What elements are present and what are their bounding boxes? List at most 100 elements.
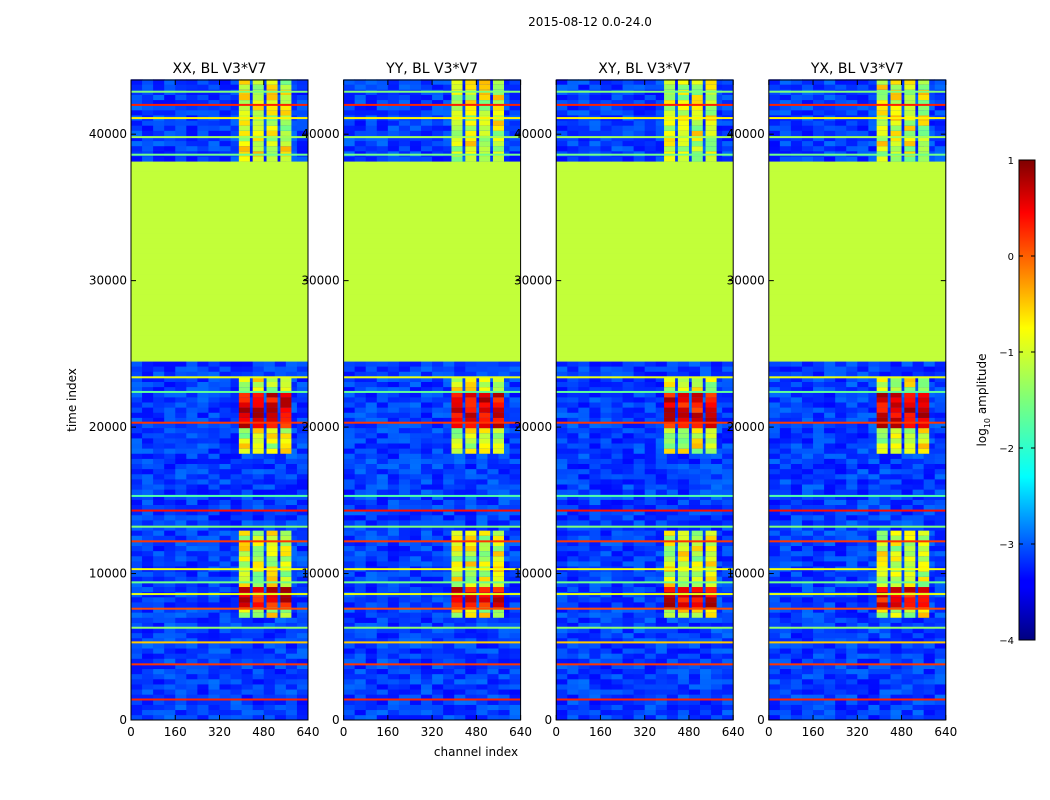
heatmap-cell — [688, 668, 701, 675]
heatmap-cell — [263, 494, 276, 500]
heatmap-cell — [611, 417, 623, 424]
heatmap-cell — [164, 79, 176, 85]
heatmap-cell — [432, 637, 444, 644]
heatmap-cell — [387, 699, 400, 705]
heatmap-cell — [611, 427, 623, 434]
heatmap-cell — [142, 94, 154, 101]
heatmap-cell — [655, 458, 668, 465]
heatmap-cell — [567, 140, 579, 147]
rfi-cell — [479, 376, 491, 382]
heatmap-cell — [567, 397, 579, 403]
rfi-cell — [238, 391, 250, 398]
heatmap-cell — [443, 120, 455, 126]
heatmap-cell — [655, 407, 668, 413]
heatmap-cell — [655, 678, 668, 685]
heatmap-cell — [153, 391, 165, 398]
heatmap-cell — [142, 555, 154, 562]
heatmap-cell — [186, 668, 198, 675]
heatmap-cell — [578, 140, 590, 147]
heatmap-cell — [465, 371, 477, 377]
x-tick-label: 160 — [376, 725, 399, 739]
rfi-cell — [691, 540, 703, 547]
heatmap-cell — [432, 653, 444, 659]
heatmap-cell — [354, 607, 367, 613]
heatmap-cell — [498, 530, 510, 536]
heatmap-cell — [197, 110, 209, 116]
heatmap-cell — [487, 453, 499, 459]
heatmap-cell — [611, 525, 623, 531]
heatmap-cell — [354, 366, 367, 372]
heatmap-cell — [343, 197, 521, 203]
heatmap-cell — [633, 576, 645, 582]
heatmap-cell — [365, 125, 378, 131]
heatmap-cell — [688, 653, 701, 659]
heatmap-cell — [274, 463, 287, 470]
heatmap-cell — [296, 607, 309, 613]
heatmap-cell — [241, 514, 253, 521]
heatmap-cell — [153, 668, 165, 675]
heatmap-cell — [666, 494, 679, 500]
heatmap-cell — [376, 473, 389, 480]
heatmap-cell — [296, 99, 309, 106]
heatmap-cell — [666, 525, 679, 531]
heatmap-cell — [142, 622, 154, 629]
heatmap-cell — [285, 156, 298, 162]
heatmap-cell — [688, 489, 701, 495]
heatmap-cell — [387, 663, 400, 670]
heatmap-cell — [153, 653, 165, 659]
heatmap-cell — [398, 632, 411, 639]
heatmap-cell — [142, 135, 154, 142]
heatmap-cell — [296, 709, 309, 716]
rfi-cell — [492, 397, 505, 403]
rfi-cell — [238, 407, 250, 413]
heatmap-cell — [186, 473, 198, 480]
heatmap-cell — [131, 602, 143, 608]
heatmap-cell — [142, 110, 154, 116]
rfi-cell — [238, 422, 250, 429]
heatmap-cell — [387, 550, 400, 557]
heatmap-cell — [241, 653, 253, 659]
heatmap-cell — [644, 643, 657, 649]
heatmap-cell — [655, 110, 668, 116]
heatmap-cell — [263, 473, 276, 480]
heatmap-cell — [578, 371, 590, 377]
heatmap-cell — [285, 427, 298, 434]
heatmap-cell — [131, 304, 308, 311]
heatmap-cell — [285, 99, 298, 106]
heatmap-cell — [622, 156, 634, 162]
heatmap-cell — [186, 412, 198, 418]
heatmap-cell — [432, 514, 444, 521]
heatmap-cell — [688, 622, 701, 629]
rfi-cell — [280, 612, 292, 618]
heatmap-cell — [131, 212, 308, 219]
heatmap-cell — [589, 668, 601, 675]
heatmap-cell — [589, 381, 601, 388]
rfi-cell — [238, 99, 250, 106]
heatmap-cell — [443, 468, 455, 475]
heatmap-cell — [219, 581, 231, 588]
rfi-cell — [238, 596, 250, 603]
heatmap-cell — [343, 607, 355, 613]
heatmap-cell — [578, 473, 590, 480]
rfi-cell — [492, 586, 505, 593]
heatmap-cell — [432, 156, 444, 162]
heatmap-cell — [498, 581, 510, 588]
rfi-cell — [266, 438, 278, 444]
heatmap-cell — [589, 514, 601, 521]
heatmap-cell — [285, 145, 298, 152]
heatmap-cell — [589, 110, 601, 116]
heatmap-cell — [142, 371, 154, 377]
heatmap-cell — [509, 571, 521, 577]
heatmap-cell — [208, 622, 220, 629]
heatmap-cell — [354, 156, 367, 162]
heatmap-cell — [343, 540, 355, 547]
rfi-cell — [252, 135, 264, 142]
heatmap-cell — [197, 438, 209, 444]
heatmap-cell — [343, 110, 355, 116]
heatmap-cell — [589, 145, 601, 152]
rfi-cell — [677, 99, 689, 106]
rfi-cell — [691, 448, 703, 454]
heatmap-cell — [556, 263, 734, 270]
heatmap-cell — [230, 412, 242, 418]
heatmap-cell — [208, 479, 220, 485]
